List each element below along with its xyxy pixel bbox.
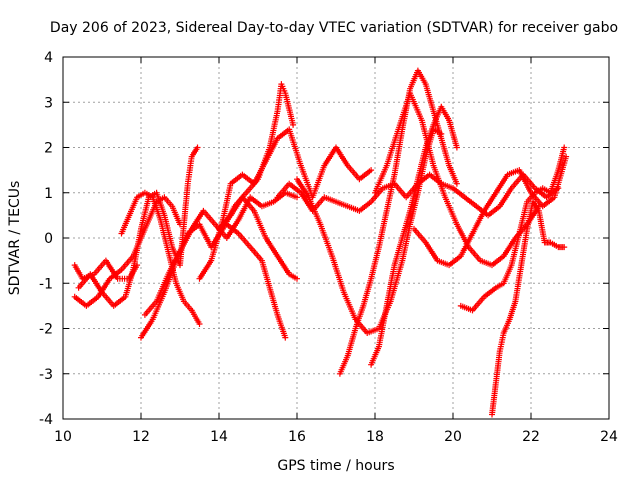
x-tick-label: 16: [288, 429, 306, 445]
series-markers: [489, 198, 568, 418]
data-series: [71, 67, 570, 418]
x-axis-label: GPS time / hours: [277, 458, 394, 474]
x-tick-label: 14: [210, 429, 228, 445]
y-tick-label: -3: [39, 367, 53, 383]
series-sat-c: [75, 144, 201, 309]
x-tick-label: 10: [54, 429, 72, 445]
series-markers: [75, 144, 201, 309]
x-tick-label: 22: [522, 429, 540, 445]
series-sat-h: [216, 194, 300, 282]
y-tick-label: -2: [39, 322, 53, 338]
series-markers: [336, 67, 460, 377]
y-tick-label: 2: [44, 141, 53, 157]
series-markers: [196, 126, 375, 282]
series-sat-g: [196, 126, 375, 282]
series-sat-l: [336, 67, 460, 377]
series-markers: [216, 194, 300, 282]
series-markers: [450, 171, 562, 219]
series-sat-i: [223, 221, 289, 341]
y-tick-label: 4: [44, 50, 53, 66]
y-tick-label: 1: [44, 186, 53, 202]
x-tick-label: 20: [444, 429, 462, 445]
x-tick-label: 24: [600, 429, 618, 445]
y-tick-label: 0: [44, 231, 53, 247]
y-axis-label: SDTVAR / TECUs: [7, 181, 23, 296]
y-tick-label: -1: [39, 276, 53, 292]
y-tick-label: -4: [39, 412, 53, 428]
series-sat-r: [450, 171, 562, 219]
series-markers: [223, 221, 289, 341]
x-tick-label: 12: [132, 429, 150, 445]
series-sat-q: [489, 198, 568, 418]
y-tick-label: 3: [44, 95, 53, 111]
series-sat-m: [368, 103, 460, 368]
chart-title: Day 206 of 2023, Sidereal Day-to-day VTE…: [50, 20, 618, 36]
series-markers: [368, 103, 460, 368]
x-tick-label: 18: [366, 429, 384, 445]
